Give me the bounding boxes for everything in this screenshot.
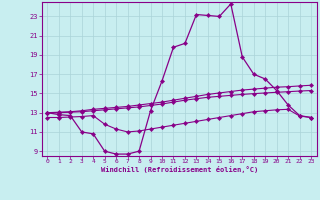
X-axis label: Windchill (Refroidissement éolien,°C): Windchill (Refroidissement éolien,°C) — [100, 166, 258, 173]
